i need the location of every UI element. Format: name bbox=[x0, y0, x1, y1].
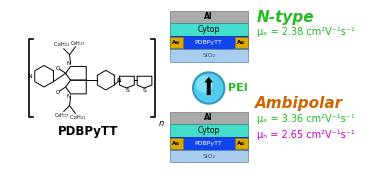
Text: N-type: N-type bbox=[257, 10, 314, 25]
Text: S: S bbox=[125, 88, 129, 93]
Circle shape bbox=[196, 76, 214, 93]
Text: PDBPyTT: PDBPyTT bbox=[195, 40, 223, 45]
Text: μₑ = 2.38 cm²V⁻¹s⁻¹: μₑ = 2.38 cm²V⁻¹s⁻¹ bbox=[257, 27, 355, 37]
Bar bbox=[169, 112, 248, 124]
Text: Cytop: Cytop bbox=[198, 25, 220, 34]
Text: μₑ = 3.36 cm²V⁻¹s⁻¹: μₑ = 3.36 cm²V⁻¹s⁻¹ bbox=[257, 114, 355, 124]
Text: Al: Al bbox=[204, 12, 213, 21]
Text: PDBPyTT: PDBPyTT bbox=[195, 141, 223, 146]
Bar bbox=[235, 138, 248, 149]
FancyArrow shape bbox=[205, 77, 213, 95]
Text: Au: Au bbox=[172, 40, 180, 45]
Text: N: N bbox=[67, 61, 71, 66]
Text: Au: Au bbox=[172, 141, 180, 146]
Text: O: O bbox=[56, 90, 60, 95]
Text: Ambipolar: Ambipolar bbox=[255, 96, 343, 111]
Bar bbox=[169, 11, 248, 23]
Text: N: N bbox=[116, 78, 121, 83]
Bar bbox=[169, 124, 248, 137]
Text: $\mathregular{C_{10}H_{21}}$: $\mathregular{C_{10}H_{21}}$ bbox=[68, 113, 86, 122]
Circle shape bbox=[193, 72, 225, 104]
Text: Au: Au bbox=[237, 141, 245, 146]
Text: $\mathregular{C_{10}H_{21}}$: $\mathregular{C_{10}H_{21}}$ bbox=[53, 40, 71, 49]
Text: μₕ = 2.65 cm²V⁻¹s⁻¹: μₕ = 2.65 cm²V⁻¹s⁻¹ bbox=[257, 130, 355, 140]
Bar bbox=[169, 36, 248, 49]
Bar bbox=[235, 37, 248, 48]
Text: SiO₂: SiO₂ bbox=[202, 53, 215, 58]
Text: N: N bbox=[28, 74, 33, 79]
Bar bbox=[169, 138, 183, 149]
Bar bbox=[169, 137, 248, 150]
Text: n: n bbox=[159, 119, 164, 128]
Text: $\mathregular{C_8H_{17}}$: $\mathregular{C_8H_{17}}$ bbox=[70, 39, 85, 48]
Text: N: N bbox=[67, 94, 71, 99]
Bar bbox=[169, 150, 248, 162]
Text: Au: Au bbox=[237, 40, 245, 45]
Text: Al: Al bbox=[204, 113, 213, 122]
Text: SiO₂: SiO₂ bbox=[202, 154, 215, 159]
Text: PEI: PEI bbox=[228, 83, 248, 93]
Text: $\mathregular{C_8H_{17}}$: $\mathregular{C_8H_{17}}$ bbox=[54, 111, 70, 120]
Text: PDBPyTT: PDBPyTT bbox=[58, 125, 118, 138]
Text: Cytop: Cytop bbox=[198, 126, 220, 135]
Text: S: S bbox=[143, 88, 147, 93]
Text: O: O bbox=[56, 66, 60, 71]
Bar bbox=[169, 49, 248, 62]
Bar bbox=[169, 37, 183, 48]
Bar bbox=[169, 23, 248, 36]
